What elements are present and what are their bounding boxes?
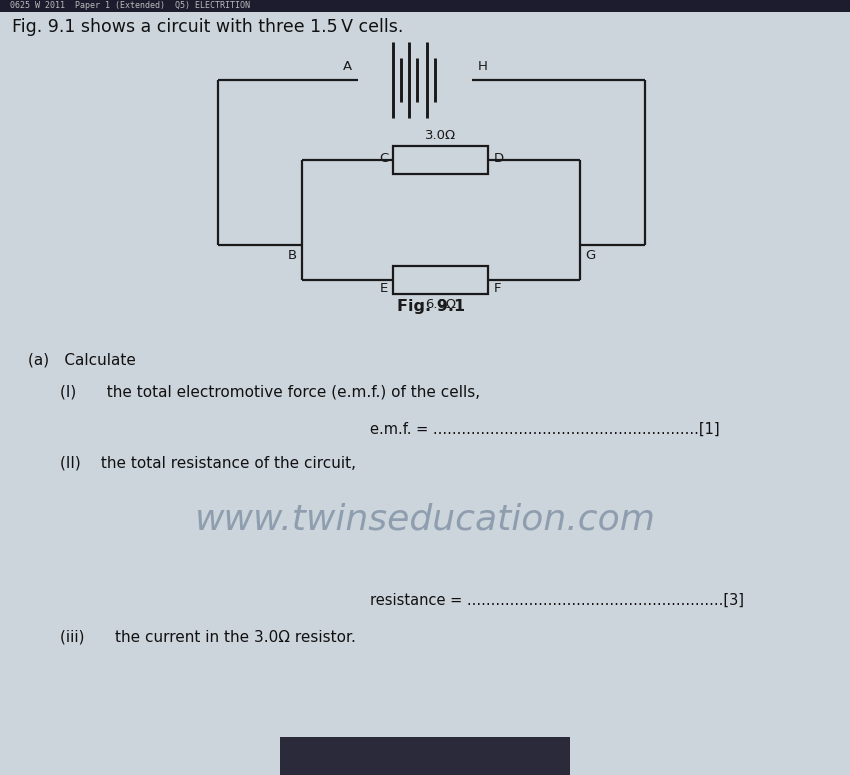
Text: www.twinseducation.com: www.twinseducation.com [195,503,655,537]
Text: B: B [288,249,297,262]
Bar [280,737,570,775]
Text: resistance = ......................................................[3]: resistance = ...........................… [370,593,744,608]
Text: (iii)  the current in the 3.0Ω resistor.: (iii) the current in the 3.0Ω resistor. [60,629,356,645]
Text: D: D [494,151,503,164]
Text: 6.0Ω: 6.0Ω [426,298,456,311]
Text: E: E [380,282,388,295]
Text: e.m.f. = ........................................................[1]: e.m.f. = ...............................… [370,422,720,436]
Bar [394,266,489,294]
Text: G: G [585,249,595,262]
Text: 0625 W 2011  Paper 1 (Extended)  Q5) ELECTRITION: 0625 W 2011 Paper 1 (Extended) Q5) ELECT… [10,2,250,11]
Bar [0,0,850,12]
Text: F: F [494,282,501,295]
Text: Fig. 9.1 shows a circuit with three 1.5 V cells.: Fig. 9.1 shows a circuit with three 1.5 … [12,18,404,36]
Text: (a) Calculate: (a) Calculate [28,353,136,367]
Text: (II)  the total resistance of the circuit,: (II) the total resistance of the circuit… [60,456,356,470]
Text: 3.0Ω: 3.0Ω [426,129,456,142]
Bar [394,146,489,174]
Text: C: C [379,151,388,164]
Text: (I)  the total electromotive force (e.m.f.) of the cells,: (I) the total electromotive force (e.m.f… [60,384,480,399]
Text: Fig. 9.1: Fig. 9.1 [398,299,466,315]
Text: H: H [478,60,488,73]
Text: A: A [343,60,352,73]
